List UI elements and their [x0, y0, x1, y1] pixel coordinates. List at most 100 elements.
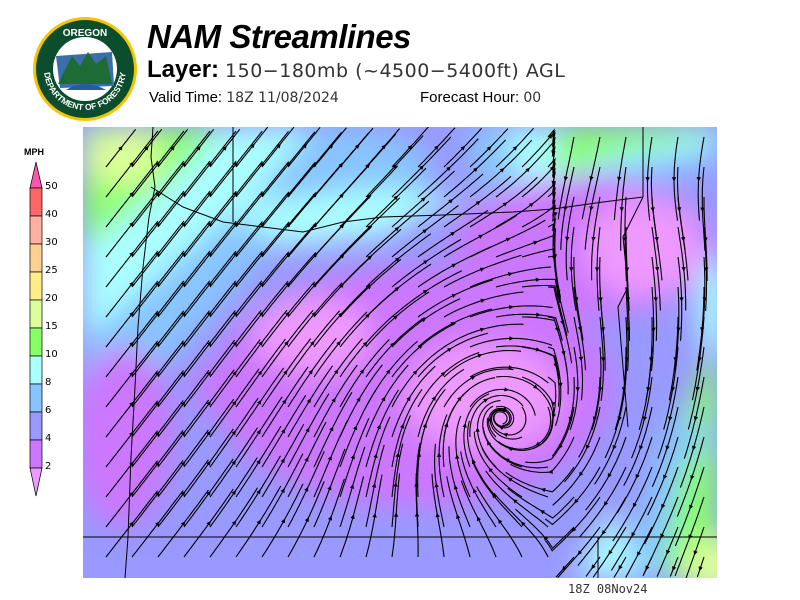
- streamline-arrow: [577, 550, 583, 556]
- streamline-arrow: [487, 417, 493, 422]
- streamline-arrow: [308, 369, 313, 375]
- streamline-arrow: [258, 340, 263, 346]
- forecast-hour-label: Forecast Hour:: [420, 89, 520, 106]
- streamline-arrow: [573, 498, 579, 504]
- streamline-arrow: [395, 452, 400, 458]
- streamline-arrow: [578, 471, 584, 477]
- streamline-arrow: [618, 564, 623, 570]
- legend-label: 8: [45, 377, 52, 388]
- streamline-arrow: [476, 516, 481, 522]
- streamline-arrow: [507, 477, 513, 482]
- streamline-arrow: [451, 263, 457, 268]
- streamline-arrow: [129, 521, 134, 527]
- legend-arrow-bottom: [29, 467, 43, 497]
- streamline-arrow: [349, 483, 355, 489]
- streamline-arrow: [392, 315, 398, 320]
- streamline-arrow: [698, 566, 703, 572]
- streamline-arrow: [462, 422, 467, 428]
- streamline-arrow: [472, 488, 477, 494]
- streamline-arrow: [155, 401, 160, 407]
- streamline-arrow: [276, 143, 281, 149]
- streamline-arrow: [663, 474, 668, 480]
- streamline-arrow: [525, 167, 531, 173]
- streamline-arrow: [181, 281, 186, 287]
- streamline-arrow: [488, 467, 493, 473]
- streamline-arrow: [129, 461, 134, 467]
- streamline-arrow: [654, 236, 659, 242]
- streamline-arrow: [473, 167, 478, 173]
- streamline-arrow: [206, 490, 211, 496]
- streamline-arrow: [600, 357, 606, 362]
- streamline-arrow: [302, 143, 307, 149]
- streamline-arrow: [591, 564, 596, 570]
- streamline-arrow: [681, 266, 686, 272]
- streamline-arrow: [392, 164, 397, 170]
- streamline-arrow: [336, 340, 341, 346]
- legend-bin: [29, 383, 43, 413]
- streamline-arrow: [373, 453, 378, 459]
- streamline-arrow: [660, 533, 665, 539]
- streamline-arrow: [446, 166, 451, 172]
- streamline-arrow: [231, 490, 236, 496]
- legend-bin: [29, 243, 43, 273]
- forecast-hour: Forecast Hour: 00: [420, 89, 541, 106]
- streamline: [696, 556, 705, 578]
- legend-label: 20: [45, 293, 58, 304]
- streamline-arrow: [180, 431, 186, 437]
- streamline-arrow: [282, 399, 287, 405]
- streamline-arrow: [502, 432, 508, 438]
- streamline-arrow: [612, 444, 617, 450]
- streamline-arrow: [393, 195, 399, 201]
- legend-label: 15: [45, 321, 58, 332]
- streamline-arrow: [512, 145, 518, 151]
- streamline-arrow: [181, 341, 186, 347]
- legend-label: 50: [45, 181, 58, 192]
- streamline-arrow: [475, 427, 480, 432]
- streamline-arrow: [600, 327, 606, 332]
- streamline-arrow: [565, 236, 570, 242]
- streamline-arrow: [520, 521, 526, 527]
- streamline-arrow: [631, 531, 636, 537]
- streamline-arrow: [491, 493, 497, 499]
- legend-bin: [29, 187, 43, 217]
- valid-time-value: 18Z 11/08/2024: [226, 90, 339, 106]
- streamline-arrow: [563, 176, 569, 182]
- streamline-arrow: [233, 311, 238, 317]
- legend-bin: [29, 215, 43, 245]
- streamline-arrow: [539, 510, 545, 515]
- streamline-arrow: [394, 257, 400, 262]
- streamline-arrow: [129, 371, 134, 377]
- streamline-arrow: [231, 400, 237, 406]
- streamlines: [105, 127, 709, 578]
- streamline-arrow: [327, 455, 332, 461]
- streamline-arrow: [434, 482, 439, 488]
- legend-bin: [29, 271, 43, 301]
- oregon-department-of-forestry-logo: OREGON DEPARTMENT OF FORESTRY: [33, 17, 137, 121]
- streamline-arrow: [668, 416, 673, 422]
- legend-label: 6: [45, 405, 52, 416]
- page-title: NAM Streamlines: [147, 18, 411, 55]
- valid-time-label: Valid Time:: [149, 89, 223, 106]
- streamline-arrow: [367, 255, 372, 260]
- streamline-arrow: [535, 277, 541, 282]
- streamline-arrow: [535, 441, 541, 446]
- streamline-arrow: [331, 397, 336, 403]
- streamline-arrow: [435, 512, 440, 518]
- legend-bin: [29, 439, 43, 469]
- streamline-arrow: [406, 396, 411, 402]
- streamline-arrow: [477, 353, 483, 358]
- streamline-arrow: [144, 145, 149, 151]
- streamline-arrow: [654, 266, 660, 272]
- streamline-arrow: [304, 486, 309, 492]
- streamline-arrow: [528, 202, 534, 208]
- streamline-arrow: [645, 177, 650, 182]
- streamline-arrow: [155, 491, 160, 497]
- streamline-arrow: [393, 482, 398, 487]
- streamline-arrow: [575, 387, 580, 392]
- streamline-arrow: [548, 469, 553, 474]
- streamline-arrow: [329, 426, 334, 432]
- streamline-arrow: [333, 369, 339, 375]
- streamline-arrow: [284, 340, 289, 346]
- streamline-arrow: [560, 320, 565, 326]
- streamline-arrow: [256, 519, 261, 525]
